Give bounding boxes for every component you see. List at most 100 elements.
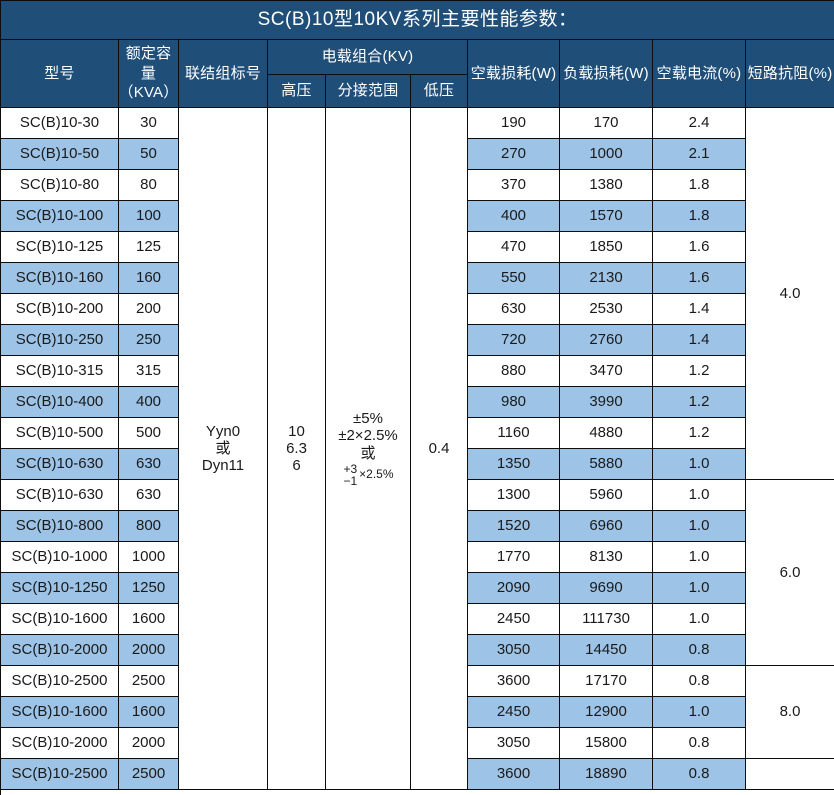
cell-no-load-current: 2.4 (652, 107, 746, 139)
table-row: SC(B)10-80 80 370 1380 1.8 (0, 169, 834, 201)
table-row: SC(B)10-2500 2500 3600 17170 0.8 8.0 (0, 665, 834, 759)
cell-short-circuit-impedance: 8.0 (744, 665, 834, 759)
cell-rated-capacity: 630 (118, 479, 179, 511)
cell-no-load-loss: 400 (467, 200, 560, 232)
tap-range-fraction-multiplier: ×2.5% (359, 466, 394, 481)
table-row: SC(B)10-30 30 Yyn0 或 Dyn11 10 6.3 6 ±5% ±2×2.5% 或 +… (0, 107, 834, 790)
cell-no-load-current: 1.2 (652, 355, 746, 387)
column-header-no-load-loss: 空载损耗(W) (467, 39, 560, 108)
cell-no-load-loss: 190 (467, 107, 560, 139)
cell-load-loss: 1850 (559, 231, 653, 263)
cell-rated-capacity: 500 (118, 417, 179, 449)
cell-no-load-current: 1.0 (652, 572, 746, 604)
cell-load-loss: 170 (559, 107, 653, 139)
table-row: SC(B)10-125 125 470 1850 1.6 (0, 231, 834, 263)
cell-rated-capacity: 2000 (118, 634, 179, 666)
cell-load-loss: 6960 (559, 510, 653, 542)
cell-no-load-loss: 2450 (467, 696, 560, 728)
cell-high-voltage: 10 6.3 6 (267, 107, 326, 790)
connection-group-line: Yyn0 (205, 422, 241, 440)
cell-no-load-current: 1.8 (652, 200, 746, 232)
cell-load-loss: 3470 (559, 355, 653, 387)
cell-no-load-loss: 3600 (467, 758, 560, 790)
cell-model: SC(B)10-80 (0, 169, 119, 201)
table-row: SC(B)10-1000 1000 1770 8130 1.0 (0, 541, 834, 573)
cell-model: SC(B)10-2000 (0, 634, 119, 666)
cell-model: SC(B)10-1000 (0, 541, 119, 573)
cell-no-load-loss: 3600 (467, 665, 560, 697)
cell-rated-capacity: 1600 (118, 696, 179, 728)
column-header-connection-group: 联结组标号 (178, 39, 268, 108)
cell-no-load-current: 1.0 (652, 510, 746, 542)
cell-load-loss: 1570 (559, 200, 653, 232)
cell-rated-capacity: 200 (118, 293, 179, 325)
footer-note: 注：因产品不断改进，本样本提供的数据仅供参考；若需取得最新尺寸，请及时与本公司联… (0, 789, 834, 795)
cell-no-load-current: 1.2 (652, 417, 746, 449)
connection-group-line: 或 (215, 439, 231, 457)
cell-low-voltage: 0.4 (410, 107, 468, 790)
cell-no-load-current: 1.2 (652, 386, 746, 418)
cell-model: SC(B)10-100 (0, 200, 119, 232)
cell-model: SC(B)10-800 (0, 510, 119, 542)
cell-no-load-current: 0.8 (652, 634, 746, 666)
cell-rated-capacity: 50 (118, 138, 179, 170)
title-row: SC(B)10型10KV系列主要性能参数： (0, 0, 834, 40)
tap-range-fraction-top: +3 (343, 461, 358, 476)
cell-rated-capacity: 100 (118, 200, 179, 232)
column-header-low-voltage: 低压 (410, 74, 468, 108)
table-row: SC(B)10-2000 2000 3050 14450 0.8 (0, 634, 834, 666)
cell-load-loss: 14450 (559, 634, 653, 666)
cell-model: SC(B)10-2000 (0, 727, 119, 759)
cell-model: SC(B)10-2500 (0, 665, 119, 697)
tap-range-line: 或 (360, 444, 376, 462)
cell-no-load-current: 0.8 (652, 727, 746, 759)
cell-load-loss: 1380 (559, 169, 653, 201)
column-header-tap-range: 分接范围 (325, 74, 411, 108)
cell-no-load-current: 1.0 (652, 541, 746, 573)
cell-model: SC(B)10-160 (0, 262, 119, 294)
cell-model: SC(B)10-630 (0, 448, 119, 480)
table-row: SC(B)10-800 800 1520 6960 1.0 (0, 510, 834, 542)
tap-range-fraction-bottom: −1 (343, 473, 358, 488)
cell-rated-capacity: 400 (118, 386, 179, 418)
column-header-short-circuit-impedance: 短路抗阻(%) (744, 39, 834, 108)
header-row-secondary: 高压 分接范围 低压 (1, 74, 834, 108)
table-row: SC(B)10-630 630 1300 5960 1.0 6.0 (0, 479, 834, 666)
cell-model: SC(B)10-30 (0, 107, 119, 139)
cell-load-loss: 2130 (559, 262, 653, 294)
cell-no-load-current: 1.0 (652, 603, 746, 635)
cell-no-load-loss: 3050 (467, 634, 560, 666)
column-header-high-voltage: 高压 (267, 74, 326, 108)
table-row: SC(B)10-1600 1600 2450 111730 1.0 (0, 603, 834, 635)
cell-no-load-loss: 1160 (467, 417, 560, 449)
cell-rated-capacity: 2000 (118, 727, 179, 759)
table-row: SC(B)10-250 250 720 2760 1.4 (0, 324, 834, 356)
rated-capacity-line-2: （KVA） (118, 84, 179, 102)
table-row: SC(B)10-2500 2500 3600 18890 0.8 (0, 758, 834, 790)
cell-load-loss: 5960 (559, 479, 653, 511)
page-title: SC(B)10型10KV系列主要性能参数： (0, 0, 834, 40)
cell-model: SC(B)10-315 (0, 355, 119, 387)
tap-range-fraction: +3 −1 ×2.5% (342, 463, 393, 487)
cell-no-load-current: 0.8 (652, 665, 746, 697)
cell-rated-capacity: 315 (118, 355, 179, 387)
tap-range-line: ±5% (353, 410, 383, 428)
cell-tap-range: ±5% ±2×2.5% 或 +3 −1 ×2.5% (325, 107, 411, 790)
cell-model: SC(B)10-1250 (0, 572, 119, 604)
cell-no-load-current: 1.0 (652, 479, 746, 511)
cell-load-loss: 5880 (559, 448, 653, 480)
cell-no-load-loss: 470 (467, 231, 560, 263)
cell-load-loss: 3990 (559, 386, 653, 418)
cell-no-load-loss: 1350 (467, 448, 560, 480)
cell-rated-capacity: 800 (118, 510, 179, 542)
table-row: SC(B)10-400 400 980 3990 1.2 (0, 386, 834, 418)
cell-rated-capacity: 630 (118, 448, 179, 480)
connection-group-line: Dyn11 (201, 457, 245, 475)
cell-rated-capacity: 30 (118, 107, 179, 139)
cell-load-loss: 12900 (559, 696, 653, 728)
cell-no-load-loss: 370 (467, 169, 560, 201)
table-row: SC(B)10-200 200 630 2530 1.4 (0, 293, 834, 325)
table-row: SC(B)10-500 500 1160 4880 1.2 (0, 417, 834, 449)
